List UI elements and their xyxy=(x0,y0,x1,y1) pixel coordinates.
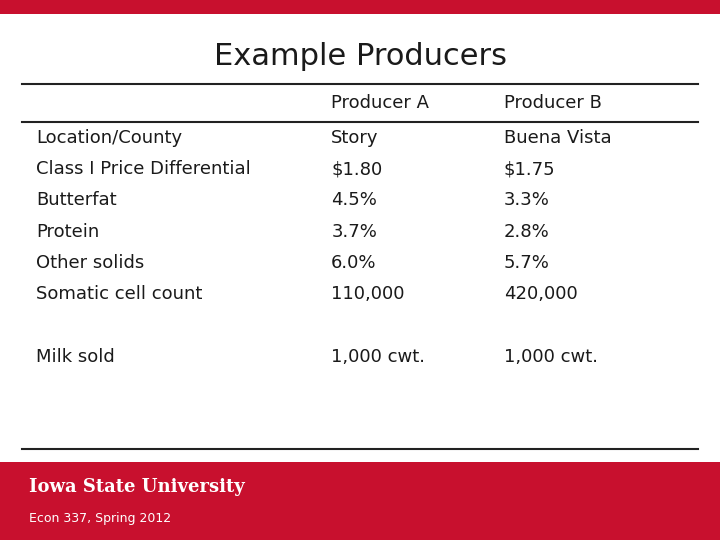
Text: 3.7%: 3.7% xyxy=(331,222,377,241)
Text: 4.5%: 4.5% xyxy=(331,191,377,210)
Text: Milk sold: Milk sold xyxy=(36,348,114,366)
Text: 2.8%: 2.8% xyxy=(504,222,550,241)
Text: 110,000: 110,000 xyxy=(331,285,405,303)
Bar xyxy=(0,0,720,14)
Text: Buena Vista: Buena Vista xyxy=(504,129,611,147)
Text: Protein: Protein xyxy=(36,222,99,241)
Text: Story: Story xyxy=(331,129,379,147)
Text: Econ 337, Spring 2012: Econ 337, Spring 2012 xyxy=(29,511,171,524)
Text: Iowa State University: Iowa State University xyxy=(29,478,245,496)
Text: 1,000 cwt.: 1,000 cwt. xyxy=(331,348,426,366)
Text: Location/County: Location/County xyxy=(36,129,182,147)
Text: Producer A: Producer A xyxy=(331,93,429,112)
Text: Example Producers: Example Producers xyxy=(214,42,506,71)
Text: Somatic cell count: Somatic cell count xyxy=(36,285,202,303)
Text: 6.0%: 6.0% xyxy=(331,254,377,272)
Text: 1,000 cwt.: 1,000 cwt. xyxy=(504,348,598,366)
Text: Butterfat: Butterfat xyxy=(36,191,117,210)
Text: Other solids: Other solids xyxy=(36,254,144,272)
Text: $1.75: $1.75 xyxy=(504,160,556,178)
Text: 420,000: 420,000 xyxy=(504,285,577,303)
Text: 3.3%: 3.3% xyxy=(504,191,550,210)
Text: Class I Price Differential: Class I Price Differential xyxy=(36,160,251,178)
Text: Producer B: Producer B xyxy=(504,93,602,112)
Text: $1.80: $1.80 xyxy=(331,160,382,178)
Bar xyxy=(0,462,720,540)
Text: 5.7%: 5.7% xyxy=(504,254,550,272)
